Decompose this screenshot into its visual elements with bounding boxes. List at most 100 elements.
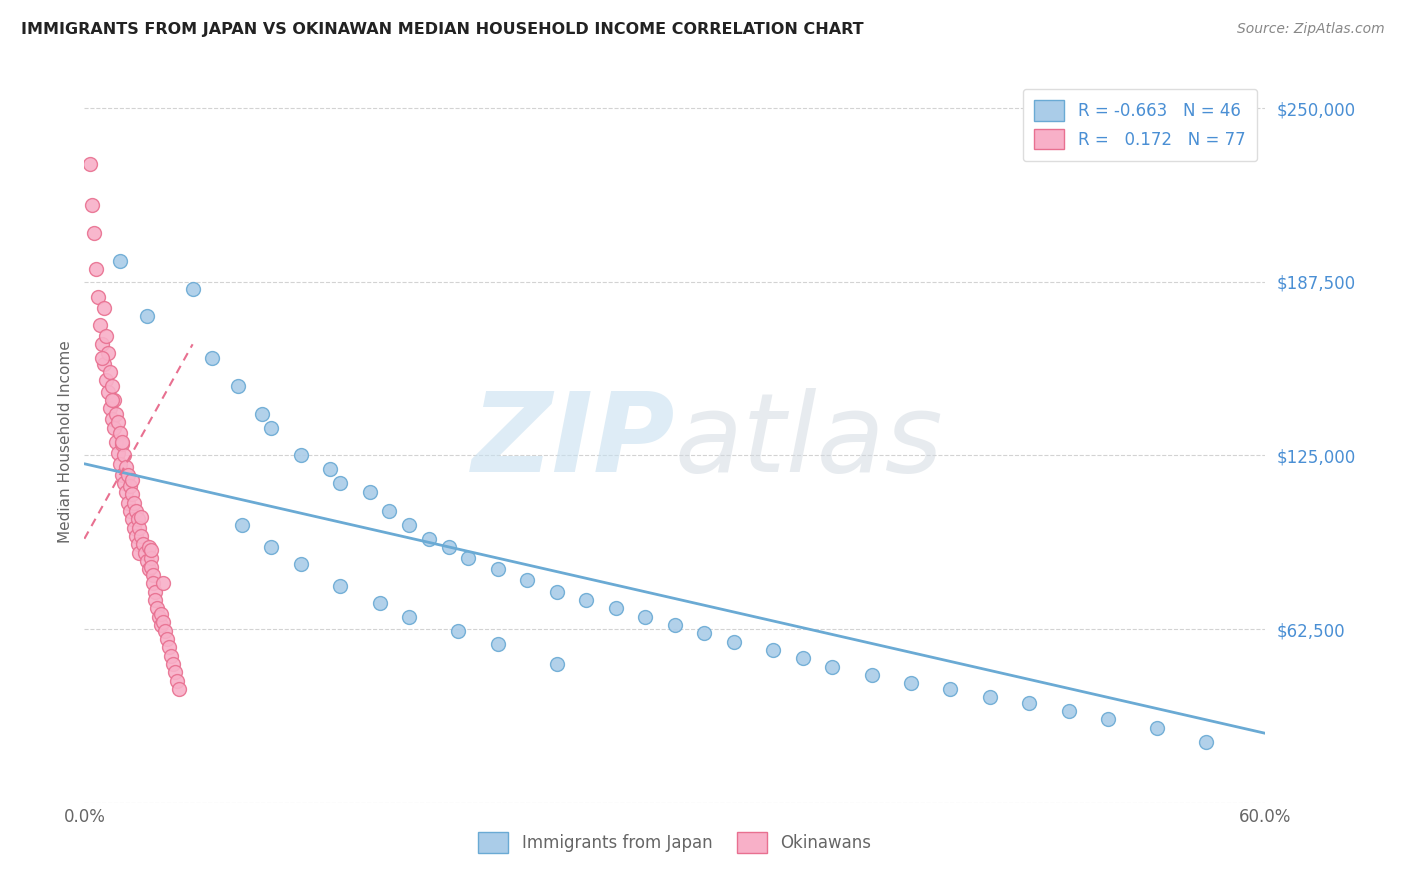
Point xyxy=(146,601,169,615)
Point xyxy=(121,474,143,488)
Text: IMMIGRANTS FROM JAPAN VS OKINAWAN MEDIAN HOUSEHOLD INCOME CORRELATION CHART: IMMIGRANTS FROM JAPAN VS OKINAWAN MEDIAN… xyxy=(21,22,863,37)
Point xyxy=(84,262,107,277)
Point xyxy=(250,407,273,421)
Point xyxy=(101,412,124,426)
Point xyxy=(118,479,141,493)
Point xyxy=(1146,721,1168,735)
Point xyxy=(368,596,391,610)
Point xyxy=(111,467,134,482)
Point xyxy=(143,584,166,599)
Point xyxy=(160,648,183,663)
Point xyxy=(94,373,117,387)
Point xyxy=(152,576,174,591)
Point xyxy=(141,542,163,557)
Point xyxy=(166,673,188,688)
Point xyxy=(107,415,129,429)
Point xyxy=(575,593,598,607)
Point xyxy=(201,351,224,366)
Point xyxy=(516,574,538,588)
Point xyxy=(1097,713,1119,727)
Point xyxy=(98,401,121,416)
Point xyxy=(546,584,568,599)
Point xyxy=(290,557,312,571)
Point xyxy=(103,420,125,434)
Point xyxy=(156,632,179,646)
Point xyxy=(939,681,962,696)
Point xyxy=(124,504,146,518)
Point xyxy=(163,665,186,680)
Point xyxy=(762,643,785,657)
Point xyxy=(260,540,283,554)
Y-axis label: Median Household Income: Median Household Income xyxy=(58,340,73,543)
Point xyxy=(437,540,460,554)
Point xyxy=(1018,696,1040,710)
Point xyxy=(108,253,131,268)
Point xyxy=(359,484,381,499)
Point xyxy=(112,476,135,491)
Point xyxy=(87,290,110,304)
Point xyxy=(143,593,166,607)
Point xyxy=(1195,734,1218,748)
Point xyxy=(398,517,420,532)
Point xyxy=(136,554,159,568)
Point xyxy=(104,434,127,449)
Point xyxy=(128,546,150,560)
Point xyxy=(93,301,115,315)
Point xyxy=(111,434,134,449)
Point xyxy=(860,668,883,682)
Point xyxy=(319,462,342,476)
Point xyxy=(329,476,352,491)
Point xyxy=(122,496,145,510)
Point xyxy=(82,198,104,212)
Point xyxy=(117,496,139,510)
Point xyxy=(103,392,125,407)
Point xyxy=(290,449,312,463)
Point xyxy=(104,407,127,421)
Point xyxy=(91,337,114,351)
Point xyxy=(138,540,160,554)
Point xyxy=(141,559,163,574)
Point xyxy=(121,512,143,526)
Point xyxy=(138,562,160,576)
Point xyxy=(150,607,173,621)
Point xyxy=(114,484,136,499)
Point xyxy=(134,546,156,560)
Point xyxy=(127,537,149,551)
Point xyxy=(152,615,174,630)
Point xyxy=(131,509,153,524)
Point xyxy=(89,318,111,332)
Point xyxy=(91,351,114,366)
Point xyxy=(142,576,165,591)
Point xyxy=(378,504,401,518)
Point xyxy=(127,512,149,526)
Point xyxy=(181,282,204,296)
Point xyxy=(93,357,115,371)
Point xyxy=(142,568,165,582)
Point xyxy=(108,457,131,471)
Point xyxy=(136,310,159,324)
Point xyxy=(79,156,101,170)
Text: atlas: atlas xyxy=(675,388,943,495)
Point xyxy=(141,551,163,566)
Point xyxy=(112,449,135,463)
Text: Source: ZipAtlas.com: Source: ZipAtlas.com xyxy=(1237,22,1385,37)
Point xyxy=(128,521,150,535)
Point xyxy=(900,676,922,690)
Point xyxy=(94,329,117,343)
Point xyxy=(723,634,745,648)
Point xyxy=(121,487,143,501)
Point xyxy=(148,609,170,624)
Point xyxy=(101,379,124,393)
Point xyxy=(1057,704,1080,718)
Point xyxy=(107,445,129,459)
Point xyxy=(546,657,568,671)
Point xyxy=(979,690,1001,705)
Point xyxy=(153,624,176,638)
Point xyxy=(821,659,844,673)
Point xyxy=(486,637,509,651)
Point xyxy=(226,379,249,393)
Point xyxy=(118,504,141,518)
Point xyxy=(329,579,352,593)
Text: ZIP: ZIP xyxy=(471,388,675,495)
Point xyxy=(150,618,173,632)
